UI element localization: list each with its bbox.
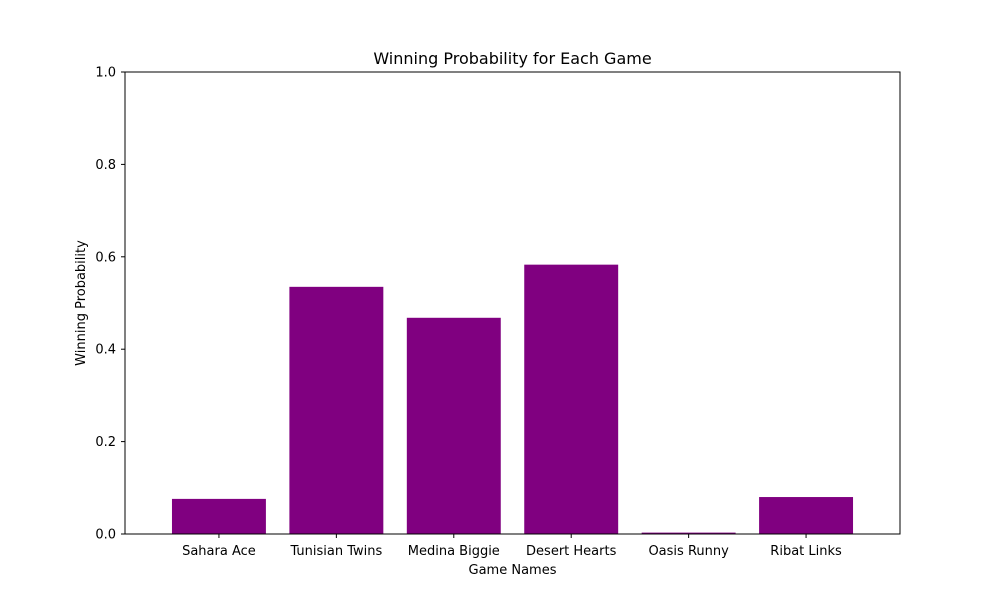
x-tick-label: Oasis Runny [648, 544, 729, 559]
x-tick-label: Tunisian Twins [289, 544, 382, 559]
bar [759, 497, 854, 534]
bar [171, 498, 266, 534]
y-tick-label: 0.8 [95, 158, 116, 173]
y-tick-label: 0.2 [95, 435, 116, 450]
x-axis: Sahara Ace Tunisian Twins Medina Biggie Des… [182, 534, 842, 559]
bars-group [171, 264, 854, 534]
chart-title: Winning Probability for Each Game [373, 49, 651, 68]
y-axis: 0.0 0.2 0.4 0.6 0.8 1.0 [95, 66, 125, 543]
bar [641, 532, 736, 534]
y-tick-label: 1.0 [95, 66, 116, 81]
x-tick-label: Medina Biggie [408, 544, 500, 559]
bar [289, 286, 384, 534]
x-tick-label: Desert Hearts [526, 544, 617, 559]
x-tick-label: Sahara Ace [182, 544, 256, 559]
y-tick-label: 0.4 [95, 343, 116, 358]
y-tick-label: 0.0 [95, 528, 116, 543]
plot-frame [124, 71, 901, 535]
x-tick-label: Ribat Links [770, 544, 842, 559]
y-axis-label: Winning Probability [74, 240, 89, 366]
x-axis-label: Game Names [469, 563, 557, 578]
bar [524, 264, 619, 534]
bar [406, 317, 501, 534]
y-tick-label: 0.6 [95, 250, 116, 265]
